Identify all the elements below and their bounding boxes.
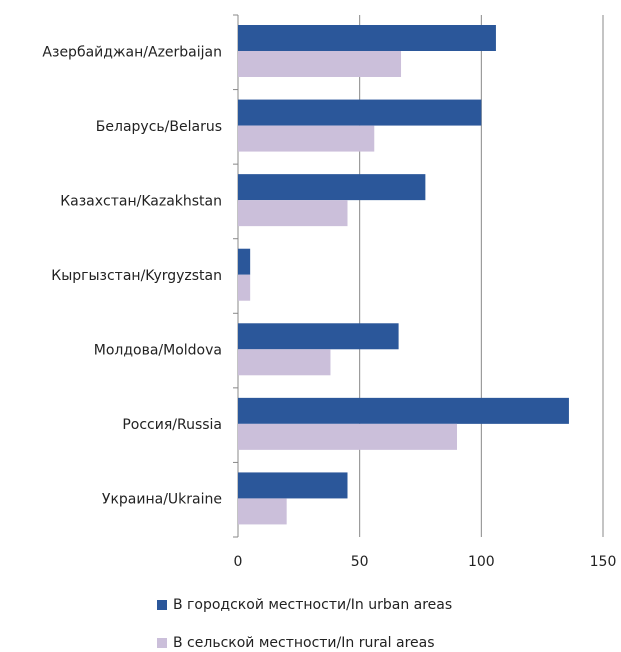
legend-label: В сельской местности/In rural areas bbox=[173, 635, 435, 651]
x-tick-label: 150 bbox=[590, 554, 617, 570]
x-tick-label: 100 bbox=[468, 554, 495, 570]
y-tick-label: Украина/Ukraine bbox=[102, 492, 222, 508]
bar bbox=[238, 274, 251, 301]
bar bbox=[238, 498, 287, 525]
bar bbox=[238, 125, 375, 152]
bar bbox=[238, 397, 569, 424]
bar bbox=[238, 99, 482, 126]
bar bbox=[238, 25, 496, 51]
bar bbox=[238, 423, 457, 450]
bar bbox=[238, 472, 348, 499]
legend-label: В городской местности/In urban areas bbox=[173, 597, 452, 613]
bar bbox=[238, 200, 348, 227]
y-tick-label: Азербайджан/Azerbaijan bbox=[42, 44, 222, 60]
bar bbox=[238, 248, 251, 275]
bar bbox=[238, 349, 331, 376]
y-tick-label: Казахстан/Kazakhstan bbox=[60, 193, 222, 209]
bar bbox=[238, 174, 426, 201]
x-tick-label: 0 bbox=[234, 554, 243, 570]
y-tick-label: Кыргызстан/Kyrgyzstan bbox=[51, 268, 222, 284]
y-tick-label: Россия/Russia bbox=[122, 417, 222, 433]
legend-swatch bbox=[157, 600, 167, 610]
bar bbox=[238, 323, 399, 350]
bar bbox=[238, 51, 402, 77]
y-tick-label: Молдова/Moldova bbox=[94, 343, 222, 359]
legend-swatch bbox=[157, 638, 167, 648]
x-tick-label: 50 bbox=[351, 554, 369, 570]
y-tick-label: Беларусь/Belarus bbox=[96, 119, 222, 135]
